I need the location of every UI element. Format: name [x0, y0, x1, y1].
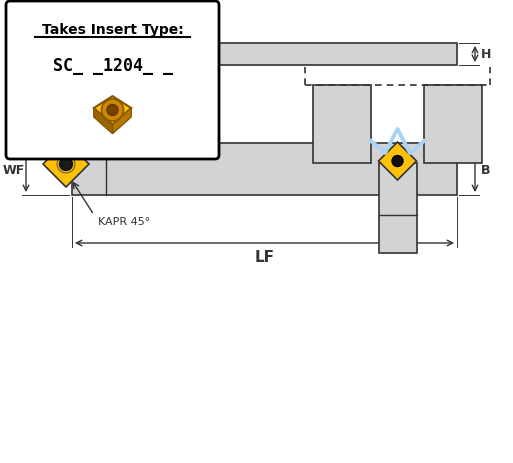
Text: LF: LF [254, 249, 274, 264]
Circle shape [102, 100, 124, 122]
Polygon shape [379, 163, 417, 253]
Polygon shape [112, 109, 131, 134]
Text: H: H [481, 49, 491, 62]
Polygon shape [313, 86, 371, 163]
Polygon shape [75, 23, 97, 45]
Text: WF: WF [3, 163, 25, 176]
Polygon shape [43, 142, 89, 188]
Text: SC_ _1204_ _: SC_ _1204_ _ [52, 57, 172, 75]
Polygon shape [94, 109, 112, 134]
Polygon shape [72, 44, 457, 66]
FancyBboxPatch shape [6, 2, 219, 160]
Circle shape [107, 105, 118, 116]
Circle shape [392, 156, 403, 167]
Polygon shape [94, 97, 131, 125]
Polygon shape [72, 144, 457, 195]
Text: HF: HF [32, 43, 51, 56]
Text: Takes Insert Type:: Takes Insert Type: [42, 23, 183, 37]
Polygon shape [424, 86, 482, 163]
Polygon shape [379, 143, 417, 181]
Text: KAPR 45°: KAPR 45° [98, 217, 150, 226]
Text: B: B [481, 163, 491, 176]
Polygon shape [72, 32, 102, 44]
Circle shape [60, 158, 72, 171]
